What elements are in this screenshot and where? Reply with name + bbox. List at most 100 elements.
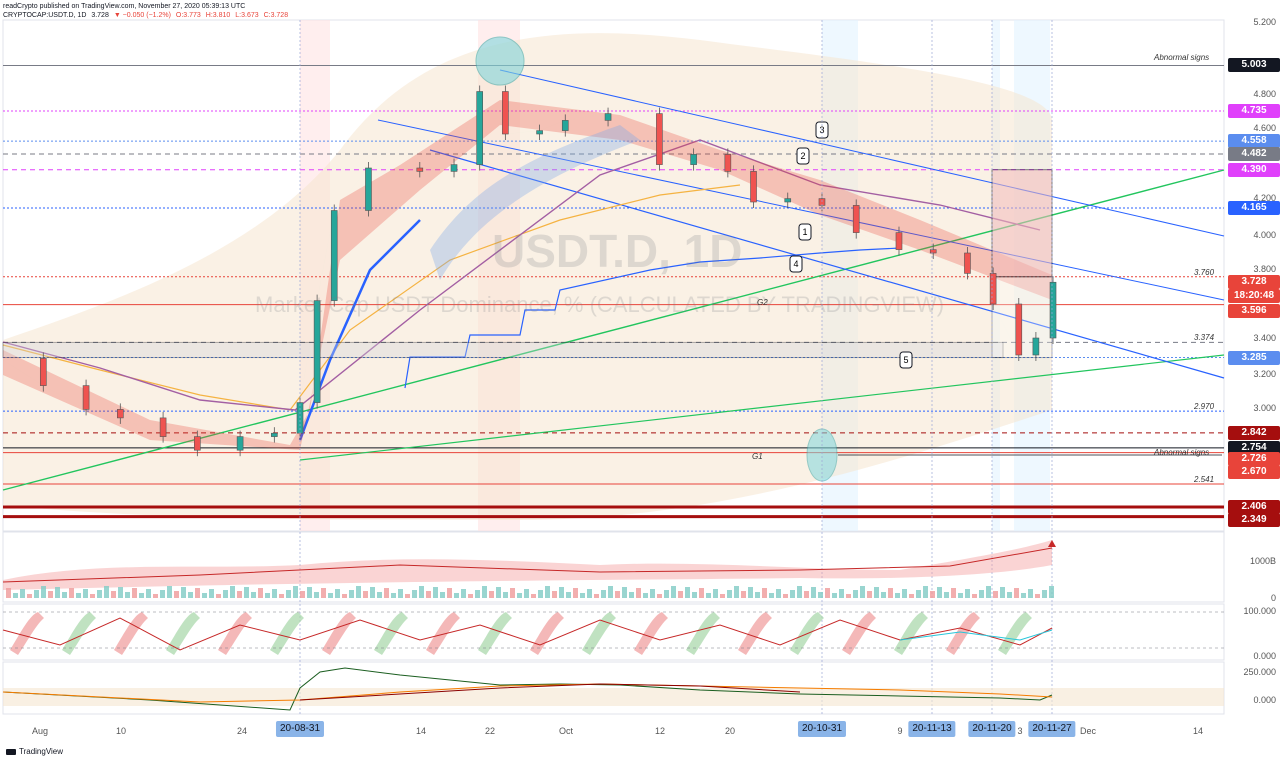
volume-bar — [832, 593, 837, 598]
inline-level-label: 2.541 — [1194, 475, 1215, 485]
volume-bar — [713, 589, 718, 598]
green-trendline-lower — [299, 354, 1225, 461]
volume-bar — [930, 591, 935, 598]
oscillator-wave — [478, 612, 512, 655]
blue-channel-line-1 — [499, 69, 1225, 237]
volume-bar — [762, 588, 767, 598]
inline-level-label: 2.970 — [1194, 402, 1215, 412]
price-tick-label: 3.800 — [1253, 264, 1276, 274]
watermark-description: Market Cap USDT Dominance, % (CALCULATED… — [255, 292, 945, 317]
purple-moving-average — [2, 139, 1041, 411]
volume-ma-band — [3, 540, 1052, 590]
oscillator-wave — [322, 612, 356, 655]
volume-bar — [349, 590, 354, 598]
volume-bar — [237, 591, 242, 598]
candle-body — [895, 232, 903, 250]
volume-bar — [1028, 589, 1033, 598]
volume-bar — [104, 586, 109, 598]
svg-text:5: 5 — [903, 355, 908, 365]
volume-bar — [433, 587, 438, 598]
oscillator-pane-frame — [2, 603, 1225, 661]
volume-bar — [797, 586, 802, 598]
support-zone-box — [2, 341, 1004, 359]
svg-text:1: 1 — [802, 227, 807, 237]
volume-bar — [356, 586, 361, 598]
candle-body — [236, 436, 244, 451]
volume-bar — [328, 593, 333, 598]
volume-bar — [727, 590, 732, 598]
time-tick-label: 9 — [897, 726, 903, 736]
g1-label: G1 — [752, 452, 763, 461]
abnormal-signs-top-label: Abnormal signs — [1154, 53, 1210, 62]
oscillator-wave — [946, 612, 980, 655]
volume-bar — [1007, 592, 1012, 598]
volume-bar — [377, 592, 382, 598]
volume-bar — [454, 593, 459, 598]
volume-bar — [230, 586, 235, 598]
volume-bar — [566, 592, 571, 598]
volume-marker-icon — [1048, 540, 1056, 547]
volume-bar — [216, 594, 221, 598]
tradingview-logo-icon — [6, 748, 16, 755]
volume-bar — [132, 588, 137, 598]
main-pane-frame — [2, 19, 1225, 532]
price-change: ▼ −0.050 (−1.2%) — [113, 12, 171, 19]
volume-bar — [937, 587, 942, 598]
time-tick-label: 24 — [236, 726, 248, 736]
volume-bar — [223, 590, 228, 598]
volume-bar — [426, 591, 431, 598]
volume-bar — [461, 589, 466, 598]
volume-bar — [811, 587, 816, 598]
oscillator-wave — [686, 612, 720, 655]
volume-bar — [398, 589, 403, 598]
volume-bar — [664, 590, 669, 598]
momentum-zero-band — [3, 688, 1224, 706]
volume-bar — [790, 590, 795, 598]
symbol-label[interactable]: CRYPTOCAP:USDT.D, 1D — [3, 12, 87, 19]
volume-bar — [188, 592, 193, 598]
volume-bar — [657, 594, 662, 598]
volume-bar — [594, 594, 599, 598]
oscillator-wave — [114, 612, 148, 655]
volume-pane-frame — [2, 531, 1225, 603]
price-label-box: 4.165 — [1228, 200, 1280, 215]
volume-bar — [286, 590, 291, 598]
volume-bar — [307, 587, 312, 598]
price-label-box: 18:20:48 — [1228, 288, 1280, 303]
indicator-scale-label: 0.000 — [1253, 695, 1276, 705]
volume-bar — [720, 594, 725, 598]
volume-bar — [27, 594, 32, 598]
volume-bar — [482, 586, 487, 598]
volume-bar — [69, 588, 74, 598]
oscillator-fast-line — [899, 629, 1053, 641]
price-tick-label: 3.200 — [1253, 369, 1276, 379]
oscillator-wave — [894, 612, 928, 655]
candle-body — [604, 113, 612, 121]
volume-bar — [839, 589, 844, 598]
volume-bar — [818, 592, 823, 598]
volume-bar — [699, 588, 704, 598]
candle-body — [271, 432, 278, 437]
volume-bar — [559, 587, 564, 598]
volume-bar — [944, 592, 949, 598]
inline-level-label: 3.374 — [1194, 333, 1215, 343]
candle-body — [159, 417, 167, 437]
symbol-ohlc: CRYPTOCAP:USDT.D, 1D 3.728 ▼ −0.050 (−1.… — [3, 11, 291, 20]
volume-bar — [83, 589, 88, 598]
volume-bar — [97, 590, 102, 598]
price-label-box: 4.558 — [1228, 134, 1280, 149]
volume-bar — [342, 594, 347, 598]
volume-bar — [195, 588, 200, 598]
volume-bar — [475, 590, 480, 598]
price-tick-label: 3.000 — [1253, 403, 1276, 413]
red-trend-ribbon — [3, 100, 1052, 450]
price-label-box: 2.670 — [1228, 465, 1280, 480]
chart-header: readCrypto published on TradingView.com,… — [3, 2, 291, 20]
blue-step-line — [404, 247, 901, 389]
oscillator-wave — [62, 612, 96, 655]
wave-label-1: 1 — [798, 223, 812, 241]
volume-bar — [608, 586, 613, 598]
oscillator-wave — [530, 612, 564, 655]
price-tick-label: 4.000 — [1253, 230, 1276, 240]
